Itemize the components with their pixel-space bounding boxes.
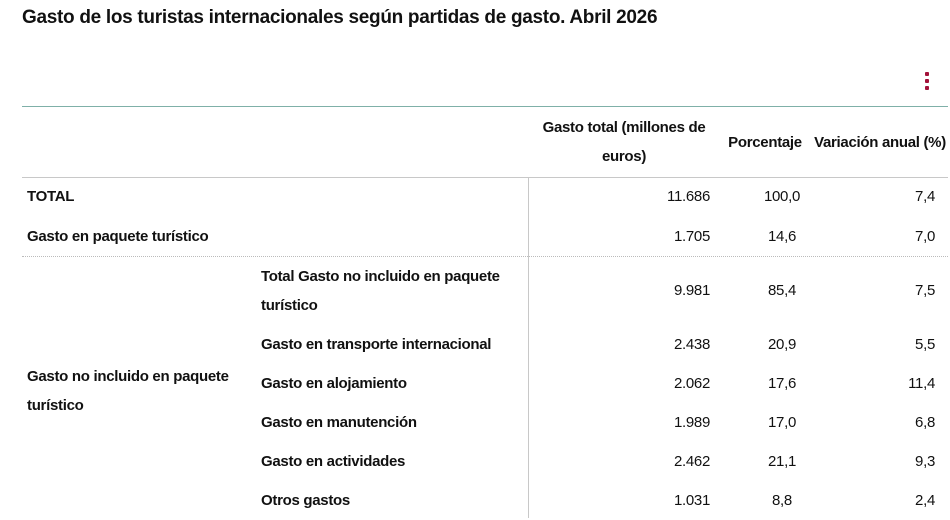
column-header: Gasto total (millones de euros) (542, 119, 706, 165)
header-rule (22, 177, 948, 178)
cell-value: 17,6 (768, 375, 796, 392)
cell-value: 5,5 (915, 336, 935, 353)
row-label: Total Gasto no incluido en paquete turís… (261, 267, 500, 314)
group-rule (22, 256, 948, 257)
cell-value: 7,0 (915, 227, 935, 245)
cell-value: 7,4 (915, 188, 935, 205)
cell-value: 6,8 (915, 414, 935, 431)
cell-value: 2.462 (673, 453, 710, 470)
column-rule (528, 177, 529, 518)
title: Gasto de los turistas internacionales se… (22, 7, 658, 28)
row-label: Otros gastos (261, 492, 350, 509)
row-label: Gasto en alojamiento (261, 375, 407, 392)
cell-value: 20,9 (768, 336, 796, 353)
cell-value: 2.062 (673, 375, 710, 392)
row-label: TOTAL (27, 188, 75, 205)
cell-value: 2,4 (915, 492, 935, 509)
cell-value: 85,4 (768, 282, 796, 299)
row-label: Gasto en paquete turístico (27, 227, 209, 245)
cell-value: 11,4 (908, 375, 935, 392)
row-label: Gasto en actividades (261, 453, 406, 470)
cell-value: 11.686 (667, 188, 710, 205)
cell-value: 2.438 (673, 336, 710, 353)
row-label: Gasto en transporte internacional (261, 336, 492, 353)
column-header: Porcentaje (728, 133, 802, 151)
cell-value: 1.705 (673, 227, 710, 245)
top-rule (22, 106, 948, 107)
cell-value: 9,3 (915, 453, 935, 470)
group-label: Gasto no incluido en paquete turístico (27, 368, 229, 414)
menu-button[interactable] (925, 72, 929, 93)
cell-value: 8,8 (772, 492, 792, 509)
cell-value: 7,5 (915, 282, 935, 299)
column-header: Variación anual (%) (814, 133, 946, 151)
cell-value: 17,0 (768, 414, 796, 431)
row-label: Gasto en manutención (261, 414, 417, 431)
cell-value: 1.989 (673, 414, 710, 431)
cell-value: 1.031 (673, 492, 710, 509)
cell-value: 9.981 (673, 282, 710, 299)
cell-value: 100,0 (763, 188, 801, 205)
cell-value: 21,1 (768, 453, 796, 470)
cell-value: 14,6 (768, 227, 796, 245)
